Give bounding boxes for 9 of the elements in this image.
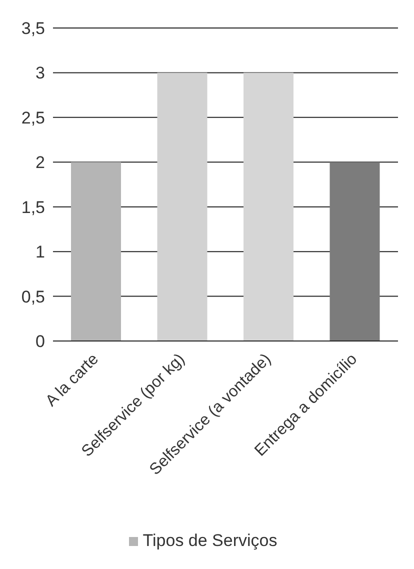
- y-tick-label: 2: [36, 153, 45, 172]
- y-tick-label: 1,5: [21, 198, 45, 217]
- legend-label: Tipos de Serviços: [142, 531, 278, 550]
- y-tick-label: 1: [36, 242, 45, 262]
- y-tick-label: 3,5: [21, 19, 45, 38]
- y-tick-label: 2,5: [21, 108, 45, 128]
- y-tick-label: 0,5: [21, 287, 45, 306]
- y-tick-label: 0: [36, 332, 45, 352]
- y-tick-label: 3: [36, 64, 45, 83]
